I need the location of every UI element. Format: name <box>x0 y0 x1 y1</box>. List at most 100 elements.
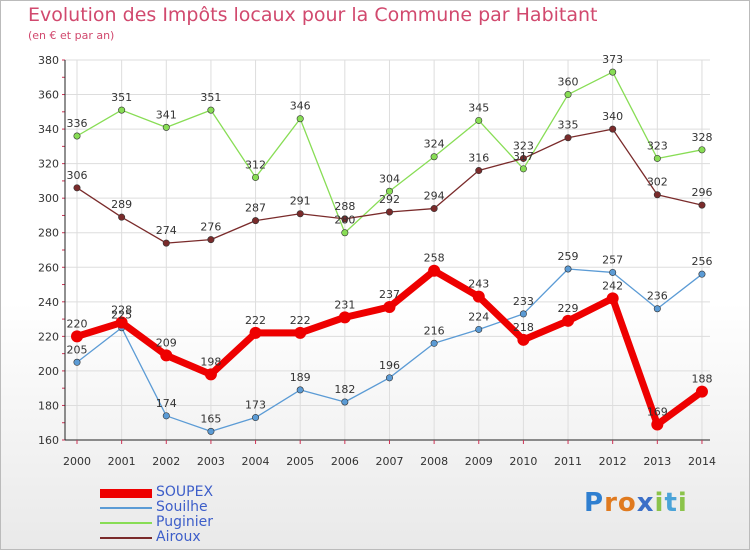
data-label-souilhe: 173 <box>245 399 266 412</box>
data-point-airoux <box>698 201 706 209</box>
data-label-soupex: 209 <box>156 336 177 349</box>
legend-label: SOUPEX <box>156 484 214 500</box>
data-point-soupex <box>695 385 708 398</box>
data-point-soupex <box>428 264 441 277</box>
data-point-airoux <box>609 125 617 133</box>
data-point-airoux <box>653 191 661 199</box>
data-point-airoux <box>385 208 393 216</box>
x-tick-label: 2001 <box>108 455 136 468</box>
data-label-airoux: 335 <box>558 119 579 132</box>
data-label-souilhe: 224 <box>468 310 489 323</box>
data-point-airoux <box>564 134 572 142</box>
data-label-airoux: 302 <box>647 176 668 189</box>
data-point-soupex <box>383 301 396 313</box>
data-label-puginier: 317 <box>513 150 534 163</box>
data-label-souilhe: 182 <box>334 383 355 396</box>
x-tick-label: 2014 <box>688 455 716 468</box>
data-label-souilhe: 196 <box>379 359 400 372</box>
data-label-puginier: 351 <box>111 91 132 104</box>
data-label-puginier: 323 <box>647 139 668 152</box>
data-point-airoux <box>162 239 170 247</box>
y-tick-label: 300 <box>38 192 59 205</box>
data-label-soupex: 218 <box>513 321 534 334</box>
data-label-airoux: 274 <box>156 224 177 237</box>
data-point-souilhe <box>252 414 260 422</box>
x-tick-label: 2003 <box>197 455 225 468</box>
data-label-soupex: 198 <box>200 355 221 368</box>
data-point-soupex <box>115 316 128 329</box>
x-tick-label: 2010 <box>509 455 537 468</box>
y-tick-label: 380 <box>38 54 59 67</box>
logo-letter: i <box>654 488 665 518</box>
data-label-souilhe: 233 <box>513 295 534 308</box>
x-tick-label: 2011 <box>554 455 582 468</box>
data-point-airoux <box>118 213 126 221</box>
legend-label: Airoux <box>156 529 201 545</box>
x-tick-label: 2006 <box>331 455 359 468</box>
logo-letter: i <box>677 488 688 518</box>
data-point-soupex <box>472 290 485 303</box>
data-point-airoux <box>207 236 215 244</box>
data-label-soupex: 169 <box>647 405 668 418</box>
legend-label: Souilhe <box>156 499 208 515</box>
data-label-soupex: 188 <box>691 373 712 386</box>
data-label-soupex: 222 <box>245 314 266 327</box>
legend-label: Puginier <box>156 514 213 530</box>
x-tick-label: 2000 <box>63 455 91 468</box>
data-point-puginier <box>430 153 438 161</box>
logo-letter: o <box>617 488 637 518</box>
data-point-puginier <box>162 123 170 131</box>
data-label-souilhe: 236 <box>647 290 668 303</box>
data-point-puginier <box>207 106 215 114</box>
data-label-puginier: 341 <box>156 108 177 121</box>
data-label-puginier: 336 <box>67 117 88 130</box>
data-point-souilhe <box>341 398 349 406</box>
data-label-airoux: 323 <box>513 139 534 152</box>
data-label-souilhe: 216 <box>424 324 445 337</box>
data-label-soupex: 220 <box>67 317 88 330</box>
data-label-airoux: 276 <box>200 221 221 234</box>
data-point-airoux <box>73 184 81 192</box>
data-point-soupex <box>517 333 530 346</box>
data-point-airoux <box>430 205 438 213</box>
x-tick-label: 2013 <box>643 455 671 468</box>
data-label-souilhe: 174 <box>156 397 177 410</box>
legend-swatch <box>100 537 152 539</box>
y-tick-label: 360 <box>38 89 59 102</box>
data-point-souilhe <box>430 339 438 347</box>
data-point-soupex <box>160 349 173 362</box>
data-label-airoux: 306 <box>67 169 88 182</box>
chart-title: Evolution des Impôts locaux pour la Comm… <box>28 4 598 26</box>
data-point-souilhe <box>519 310 527 318</box>
data-point-soupex <box>338 311 351 324</box>
data-label-soupex: 231 <box>334 298 355 311</box>
y-tick-label: 340 <box>38 123 59 136</box>
data-point-airoux <box>519 154 527 162</box>
data-point-soupex <box>606 292 619 305</box>
data-label-soupex: 228 <box>111 304 132 317</box>
data-point-souilhe <box>385 374 393 382</box>
data-point-airoux <box>252 217 260 225</box>
data-point-puginier <box>653 154 661 162</box>
data-label-soupex: 237 <box>379 288 400 301</box>
x-tick-label: 2004 <box>242 455 270 468</box>
data-label-souilhe: 259 <box>558 250 579 263</box>
data-point-puginier <box>698 146 706 154</box>
y-tick-label: 260 <box>38 261 59 274</box>
data-label-puginier: 351 <box>200 91 221 104</box>
data-point-souilhe <box>609 268 617 276</box>
data-label-airoux: 289 <box>111 198 132 211</box>
logo-letter: r <box>604 488 618 518</box>
y-tick-label: 180 <box>38 399 59 412</box>
legend-swatch <box>100 522 152 524</box>
data-label-puginier: 346 <box>290 100 311 113</box>
legend-swatch <box>100 488 152 498</box>
data-label-puginier: 304 <box>379 172 400 185</box>
data-label-souilhe: 205 <box>67 343 88 356</box>
data-point-soupex <box>71 330 83 343</box>
data-point-soupex <box>249 326 262 339</box>
data-label-puginier: 373 <box>602 53 623 66</box>
data-label-airoux: 291 <box>290 195 311 208</box>
data-label-puginier: 324 <box>424 138 445 151</box>
y-tick-label: 220 <box>38 330 59 343</box>
